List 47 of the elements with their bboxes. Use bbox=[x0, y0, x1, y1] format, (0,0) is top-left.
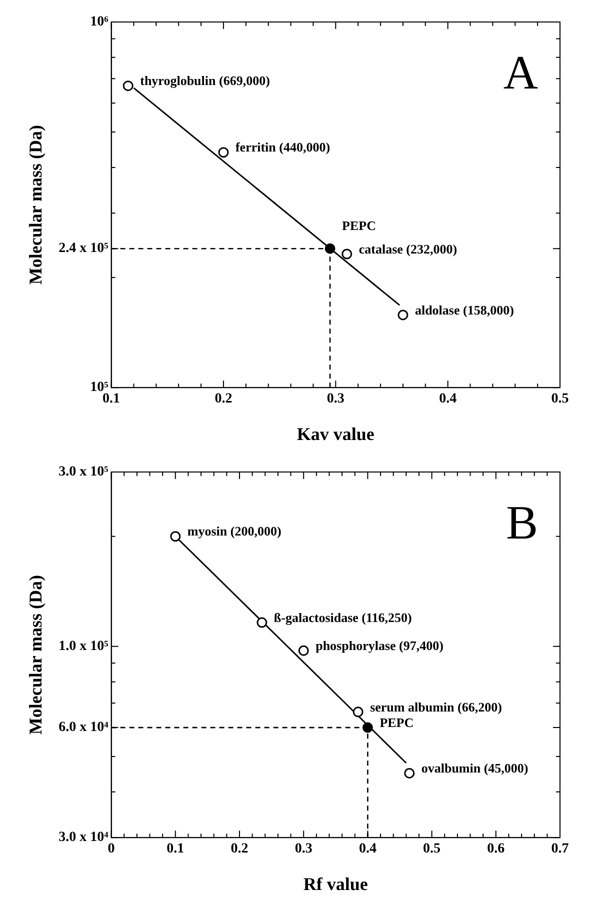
annotation: ferritin (440,000) bbox=[235, 140, 330, 155]
y-axis-title: Molecular mass (Da) bbox=[25, 124, 46, 285]
point bbox=[352, 706, 364, 718]
x-tick-label: 0.5 bbox=[551, 392, 569, 407]
annotation: PEPC bbox=[342, 218, 376, 233]
x-tick-label: 0.5 bbox=[423, 842, 441, 857]
point bbox=[256, 617, 268, 628]
y-tick-label: 6.0 x 10⁴ bbox=[58, 720, 110, 736]
x-tick-label: 0.3 bbox=[294, 842, 312, 857]
point bbox=[298, 645, 309, 656]
point bbox=[324, 243, 336, 254]
point bbox=[404, 768, 415, 778]
point bbox=[342, 248, 352, 260]
annotation: myosin (200,000) bbox=[187, 524, 282, 539]
annotation: A bbox=[503, 46, 538, 100]
y-tick-label: 3.0 x 10⁴ bbox=[58, 830, 110, 846]
y-tick-label: 10⁶ bbox=[90, 14, 108, 30]
x-tick-label: 0.4 bbox=[358, 842, 376, 857]
x-tick-label: 0.4 bbox=[439, 392, 457, 407]
annotation: serum albumin (66,200) bbox=[370, 699, 502, 714]
x-tick-label: 0 bbox=[108, 842, 115, 857]
annotation: aldolase (158,000) bbox=[414, 302, 514, 318]
annotation: ovalbumin (45,000) bbox=[421, 760, 528, 776]
point bbox=[218, 147, 229, 158]
x-tick-label: 0.1 bbox=[166, 842, 184, 857]
x-axis-title: Kav value bbox=[296, 424, 374, 444]
x-tick-label: 0.2 bbox=[214, 392, 232, 407]
annotation: thyroglobulin (669,000) bbox=[140, 73, 270, 88]
point bbox=[122, 80, 134, 92]
point bbox=[170, 531, 181, 542]
y-tick-label: 2.4 x 10⁵ bbox=[58, 241, 108, 256]
annotation: phosphorylase (97,400) bbox=[316, 638, 444, 653]
x-tick-label: 0.2 bbox=[230, 842, 248, 857]
annotation: catalase (232,000) bbox=[358, 241, 458, 256]
point bbox=[362, 722, 373, 733]
point bbox=[398, 310, 408, 320]
annotation: ß-galactosidase (116,250) bbox=[274, 610, 412, 625]
y-tick-label: 3.0 x 10⁵ bbox=[58, 464, 108, 480]
x-tick-label: 0.7 bbox=[551, 842, 569, 857]
annotation: PEPC bbox=[380, 714, 414, 730]
x-axis-title: Rf value bbox=[303, 874, 368, 894]
x-tick-label: 0.3 bbox=[326, 392, 344, 407]
x-tick-label: 0.6 bbox=[487, 842, 505, 857]
x-tick-label: 0.1 bbox=[102, 392, 120, 407]
y-tick-label: 1.0 x 10⁵ bbox=[58, 639, 108, 654]
y-axis-title: Molecular mass (Da) bbox=[25, 574, 46, 735]
annotation: B bbox=[506, 496, 538, 550]
